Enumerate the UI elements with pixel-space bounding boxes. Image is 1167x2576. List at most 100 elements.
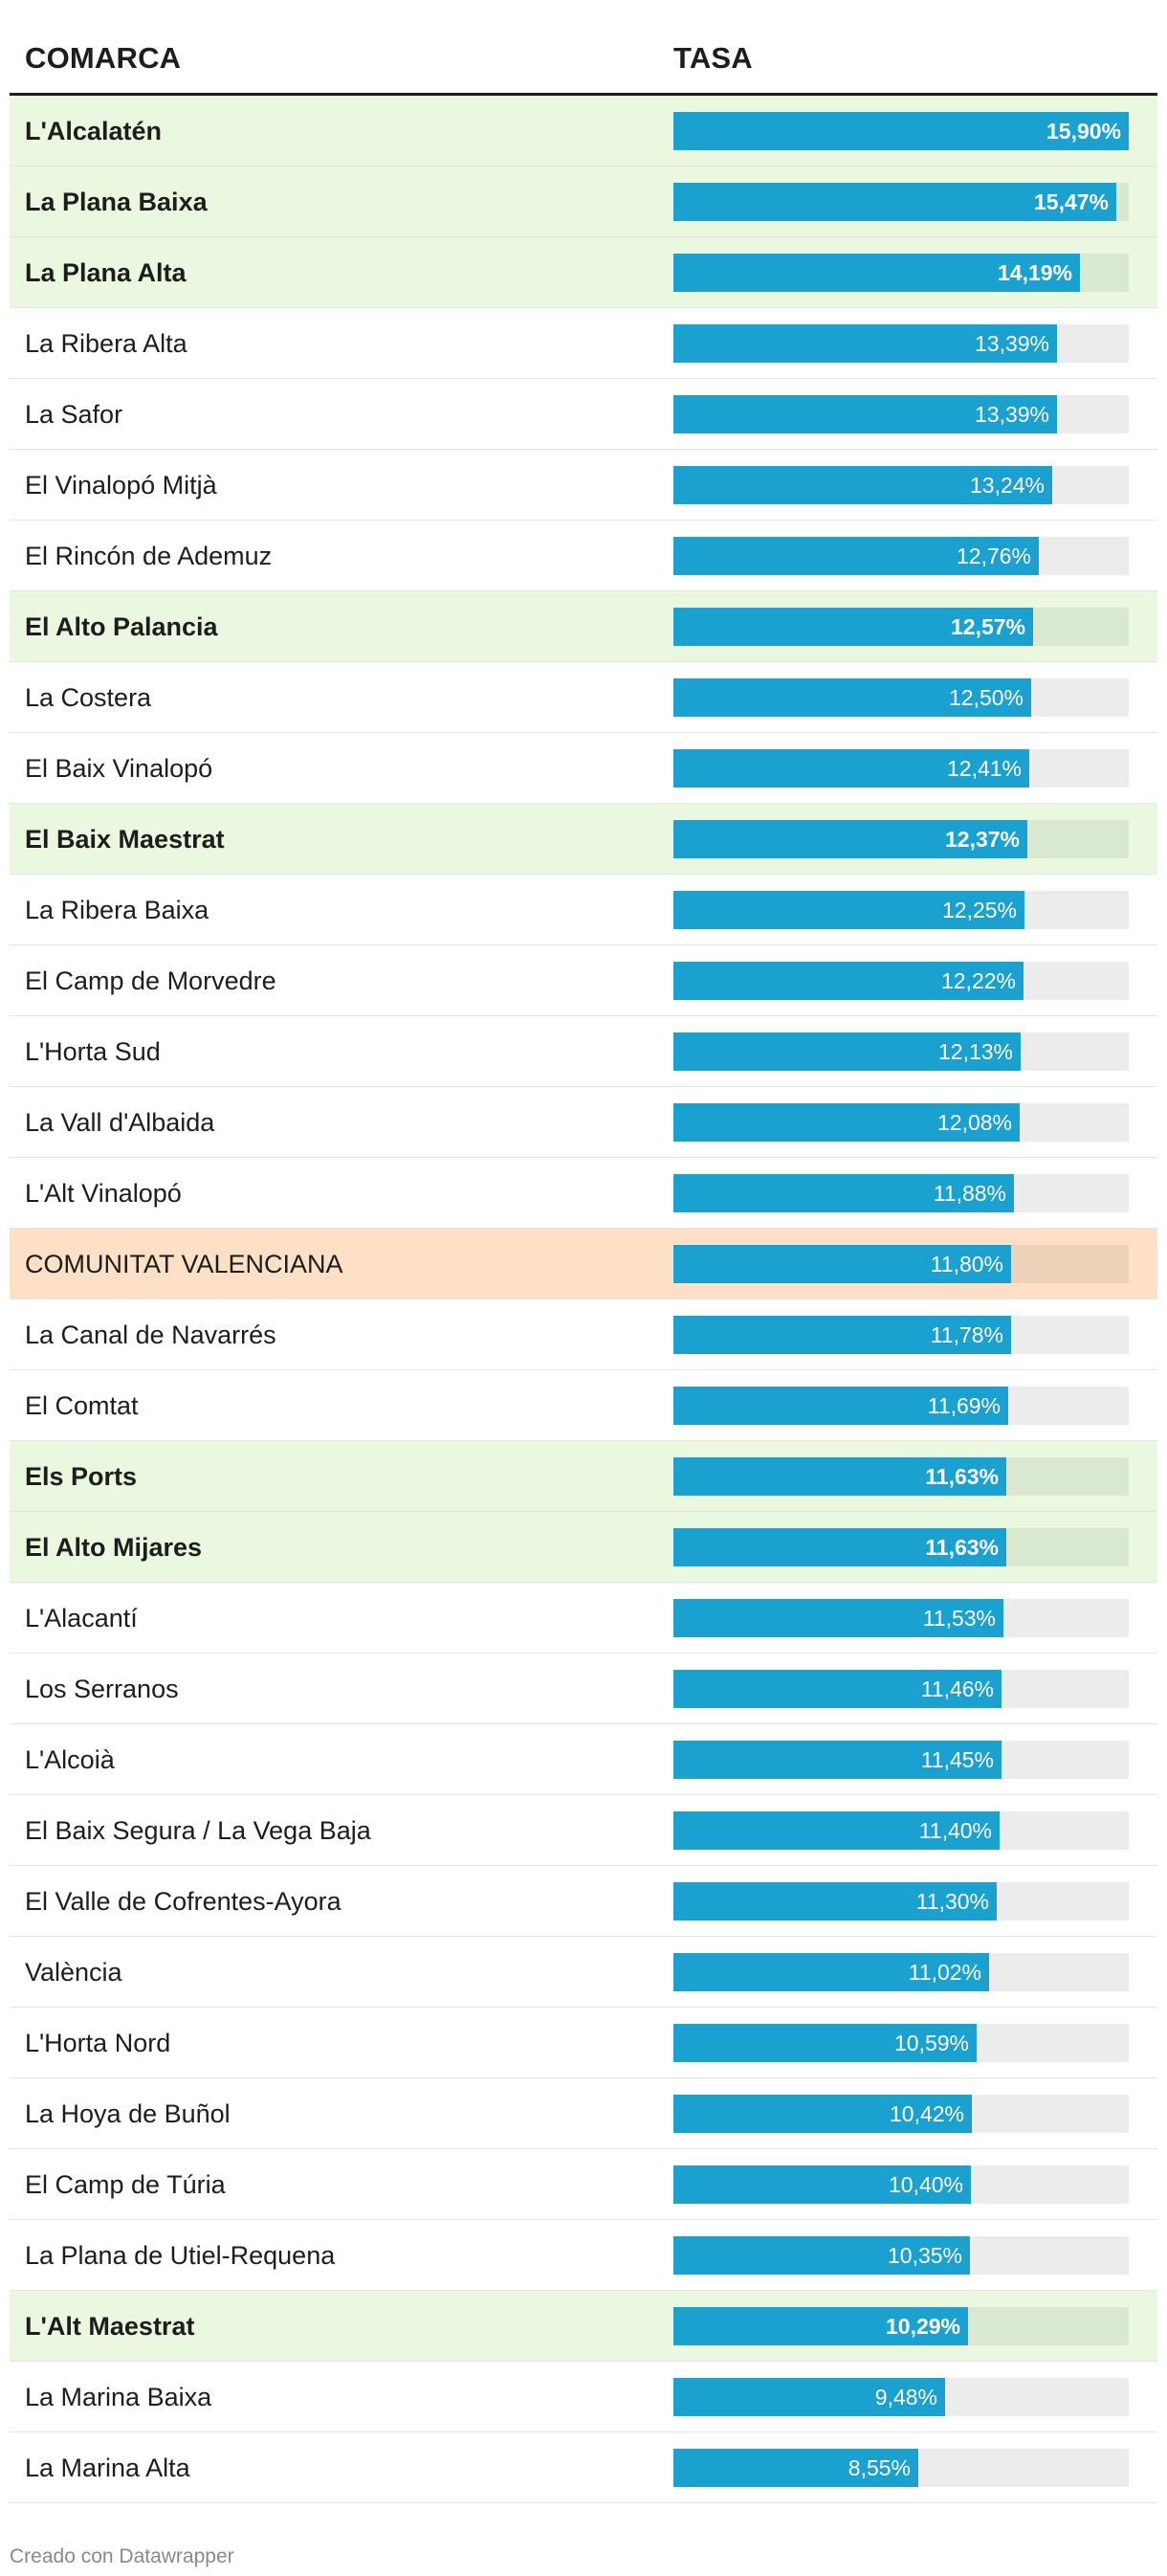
table-row: La Hoya de Buñol 10,42% [10, 2078, 1157, 2149]
bar-value-label: 12,22% [940, 968, 1016, 993]
bar: 11,78% [673, 1316, 1011, 1354]
bar-track: 11,69% [673, 1387, 1129, 1425]
bar: 15,47% [673, 183, 1116, 221]
table-body: L'Alcalatén 15,90% La Plana Baixa 15,47% La … [10, 96, 1157, 2503]
row-label: L'Horta Nord [25, 2029, 171, 2057]
bar-track: 12,25% [673, 891, 1129, 929]
bar-track: 13,39% [673, 395, 1129, 433]
bar-track: 11,80% [673, 1245, 1129, 1283]
bar: 11,30% [673, 1882, 997, 1921]
bar-value-label: 15,47% [1033, 189, 1109, 214]
table-row: L'Alcalatén 15,90% [10, 96, 1157, 167]
bar-track: 13,39% [673, 324, 1129, 363]
bar: 11,63% [673, 1528, 1006, 1566]
bar-track: 10,59% [673, 2024, 1129, 2062]
bar-track: 10,42% [673, 2095, 1129, 2133]
column-header-tasa[interactable]: TASA [673, 41, 753, 75]
bar: 9,48% [673, 2378, 945, 2416]
bar-value-label: 8,55% [848, 2455, 911, 2480]
bar: 11,46% [673, 1670, 1002, 1708]
bar: 11,40% [673, 1811, 1000, 1850]
bar: 13,39% [673, 324, 1057, 363]
bar-track: 11,63% [673, 1457, 1129, 1496]
bar-track: 11,40% [673, 1811, 1129, 1850]
bar-value-label: 15,90% [1046, 119, 1121, 144]
bar-track: 11,78% [673, 1316, 1129, 1354]
table-row: La Plana Baixa 15,47% [10, 167, 1157, 237]
bar-track: 11,30% [673, 1882, 1129, 1921]
bar-track: 11,45% [673, 1741, 1129, 1779]
table-row: El Rincón de Ademuz 12,76% [10, 521, 1157, 591]
bar-value-label: 11,88% [933, 1181, 1006, 1206]
row-label: La Safor [25, 400, 123, 429]
bar-value-label: 12,57% [950, 614, 1025, 639]
bar-value-label: 13,24% [969, 473, 1045, 498]
table-row: El Alto Mijares 11,63% [10, 1512, 1157, 1583]
bar-track: 12,57% [673, 608, 1129, 646]
bar: 10,35% [673, 2236, 970, 2275]
bar-track: 12,22% [673, 962, 1129, 1000]
bar-value-label: 10,40% [888, 2172, 963, 2197]
row-label: L'Alacantí [25, 1604, 138, 1632]
bar: 10,40% [673, 2165, 971, 2204]
bar: 10,29% [673, 2307, 968, 2345]
table-row: El Baix Maestrat 12,37% [10, 804, 1157, 875]
table-row: L'Horta Nord 10,59% [10, 2008, 1157, 2078]
table-row: Els Ports 11,63% [10, 1441, 1157, 1512]
row-label: El Camp de Morvedre [25, 966, 276, 995]
bar-value-label: 10,29% [885, 2314, 960, 2339]
bar: 11,45% [673, 1741, 1002, 1779]
table-row: El Baix Segura / La Vega Baja 11,40% [10, 1795, 1157, 1866]
bar-track: 12,41% [673, 749, 1129, 788]
table-row: L'Horta Sud 12,13% [10, 1016, 1157, 1087]
bar: 15,90% [673, 112, 1129, 150]
row-label: El Vinalopó Mitjà [25, 471, 217, 500]
bar-value-label: 12,76% [956, 544, 1031, 568]
bar-value-label: 11,30% [915, 1889, 989, 1914]
bar-value-label: 12,37% [944, 827, 1020, 852]
row-label: El Alto Palancia [25, 612, 218, 641]
row-label: La Ribera Baixa [25, 896, 209, 924]
bar: 11,69% [673, 1387, 1008, 1425]
bar: 11,63% [673, 1457, 1006, 1496]
row-label: La Marina Alta [25, 2454, 190, 2482]
bar-value-label: 11,40% [918, 1818, 992, 1843]
bar-value-label: 12,08% [936, 1110, 1012, 1135]
bar: 10,42% [673, 2095, 972, 2133]
column-header-comarca[interactable]: COMARCA [25, 41, 182, 75]
table-row: València 11,02% [10, 1937, 1157, 2008]
row-label: L'Alcoià [25, 1745, 115, 1774]
table-row: El Valle de Cofrentes-Ayora 11,30% [10, 1866, 1157, 1937]
bar: 12,76% [673, 537, 1039, 575]
bar-value-label: 11,46% [920, 1677, 994, 1701]
bar-track: 10,29% [673, 2307, 1129, 2345]
bar: 11,53% [673, 1599, 1003, 1637]
row-label: La Marina Baixa [25, 2383, 212, 2411]
row-label: La Plana de Utiel-Requena [25, 2241, 336, 2270]
bar-value-label: 11,63% [925, 1464, 999, 1489]
row-label: La Plana Alta [25, 258, 187, 287]
row-label: La Canal de Navarrés [25, 1321, 276, 1349]
row-label: El Baix Vinalopó [25, 754, 213, 783]
bar: 12,41% [673, 749, 1029, 788]
table-row: El Alto Palancia 12,57% [10, 591, 1157, 662]
bar-track: 9,48% [673, 2378, 1129, 2416]
bar-track: 12,13% [673, 1033, 1129, 1071]
row-label: El Comtat [25, 1391, 139, 1420]
row-label: La Hoya de Buñol [25, 2099, 231, 2128]
table-row: El Camp de Morvedre 12,22% [10, 945, 1157, 1016]
bar-value-label: 10,42% [889, 2101, 964, 2126]
bar-value-label: 11,53% [922, 1606, 996, 1631]
row-label: El Baix Segura / La Vega Baja [25, 1816, 371, 1845]
bar-track: 11,46% [673, 1670, 1129, 1708]
bar-value-label: 11,69% [927, 1393, 1001, 1418]
bar-value-label: 14,19% [997, 260, 1072, 285]
row-label: València [25, 1958, 122, 1987]
bar-value-label: 11,63% [925, 1535, 999, 1560]
bar-value-label: 10,59% [893, 2031, 969, 2055]
table-row: La Vall d'Albaida 12,08% [10, 1087, 1157, 1158]
table-row: La Marina Baixa 9,48% [10, 2362, 1157, 2432]
row-label: El Alto Mijares [25, 1533, 203, 1562]
row-label: La Plana Baixa [25, 188, 208, 216]
